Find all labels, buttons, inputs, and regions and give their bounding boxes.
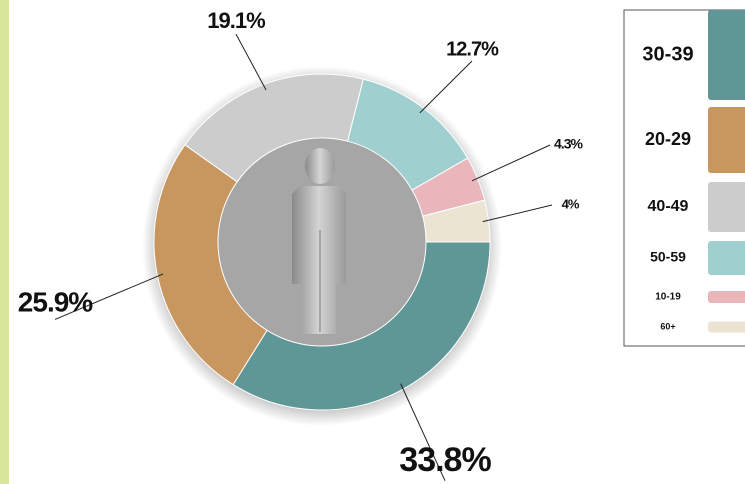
- legend-label: 40-49: [648, 198, 689, 215]
- data-label: 19.1%: [207, 8, 265, 33]
- leader-line: [420, 61, 472, 113]
- data-label: 33.8%: [399, 441, 491, 479]
- data-label: 4%: [562, 196, 580, 211]
- data-label: 12.7%: [446, 38, 499, 60]
- leader-line: [472, 145, 550, 181]
- legend-swatch: [708, 107, 745, 173]
- legend-label: 60+: [660, 321, 675, 331]
- legend-swatch: [708, 241, 745, 275]
- page: 33.8% 25.9% 19.1% 12.7% 4.3% 4% 30-39 20-29 40-4…: [0, 0, 745, 484]
- data-label: 4.3%: [554, 136, 583, 152]
- legend-swatch: [708, 322, 745, 333]
- legend-swatch: [708, 10, 745, 100]
- legend-label: 10-19: [655, 292, 681, 303]
- chart: 33.8% 25.9% 19.1% 12.7% 4.3% 4% 30-39 20-29 40-4…: [0, 0, 745, 484]
- data-label: 25.9%: [18, 286, 93, 317]
- legend-swatch: [708, 182, 745, 232]
- legend-label: 20-29: [645, 129, 691, 149]
- legend-label: 30-39: [642, 43, 693, 65]
- legend-swatch: [708, 291, 745, 303]
- legend-label: 50-59: [650, 249, 686, 265]
- side-strip: [0, 0, 9, 484]
